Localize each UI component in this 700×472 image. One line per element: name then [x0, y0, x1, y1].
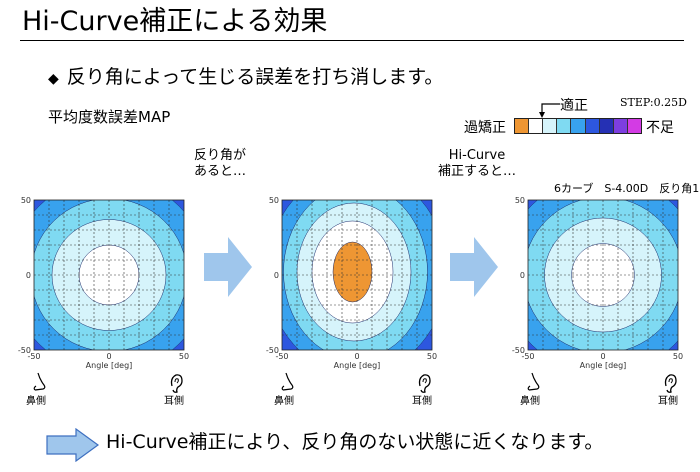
- legend-swatch: [599, 119, 614, 133]
- x-tick-label: -50: [27, 352, 40, 361]
- y-tick-label: 0: [274, 271, 279, 280]
- caption-tilt: 反り角が あると…: [194, 148, 246, 180]
- legend-pointer-icon: [539, 103, 560, 118]
- legend-swatch: [613, 119, 628, 133]
- x-tick-label: 50: [179, 352, 189, 361]
- diamond-bullet-icon: ◆: [48, 71, 59, 87]
- ear-side-label: 耳側: [164, 396, 184, 407]
- nose-side-label: 鼻側: [26, 396, 46, 407]
- caption-correct-line2: 補正すると…: [438, 164, 517, 179]
- nose-icon: [527, 372, 540, 391]
- nose-side-label: 鼻側: [520, 396, 540, 407]
- y-tick-label: -50: [18, 346, 31, 355]
- plot-frame: [281, 199, 433, 351]
- contour-band-white: [571, 243, 635, 307]
- x-tick-label: 0: [600, 352, 605, 361]
- ear-icon: [170, 374, 183, 393]
- nose-icon: [281, 372, 294, 391]
- title-underline: [20, 40, 684, 41]
- ear-icon: [664, 374, 677, 393]
- lens-spec: 6カーブ S-4.00D 反り角15°: [554, 182, 700, 195]
- legend-swatch: [529, 119, 544, 133]
- y-tick-label: 50: [21, 196, 31, 205]
- plot-grid: [282, 200, 432, 350]
- legend-color-bar: [514, 118, 642, 134]
- x-tick-label: -50: [275, 352, 288, 361]
- y-tick-label: 50: [515, 196, 525, 205]
- caption-tilt-line2: あると…: [194, 164, 247, 179]
- nose-icon: [33, 372, 46, 391]
- legend-step: STEP:0.25D: [620, 96, 687, 109]
- map-corrected: -50-50 0 0 50 50 Angle [deg]: [512, 196, 683, 370]
- legend-over-label: 過矯正: [464, 120, 506, 136]
- legend-fit-label: 適正: [560, 98, 588, 114]
- right-arrow-icon: [204, 237, 252, 297]
- ear-side-label: 耳側: [658, 396, 678, 407]
- y-tick-label: 0: [520, 271, 525, 280]
- bullet-statement: ◆ 反り角によって生じる誤差を打ち消します。: [48, 66, 443, 90]
- legend-swatch: [557, 119, 572, 133]
- nose-side-label: 鼻側: [274, 396, 294, 407]
- x-tick-label: -50: [521, 352, 534, 361]
- plot-frame: [527, 199, 679, 351]
- plot-grid: [34, 200, 184, 350]
- ear-icon: [418, 374, 431, 393]
- legend-swatch: [543, 119, 558, 133]
- map-before: -50-50 0 0 50 50 Angle [deg]: [18, 196, 189, 370]
- map-tilted: -50-50 0 0 50 50 Angle [deg]: [266, 196, 437, 370]
- x-tick-label: 50: [427, 352, 437, 361]
- page-title: Hi-Curve補正による効果: [22, 6, 328, 37]
- plot-frame: [33, 199, 185, 351]
- legend-swatch: [515, 119, 530, 133]
- x-tick-label: 50: [673, 352, 683, 361]
- y-tick-label: -50: [512, 346, 525, 355]
- legend-swatch: [627, 119, 641, 133]
- caption-correct: Hi-Curve 補正すると…: [438, 148, 516, 180]
- legend-swatch: [585, 119, 600, 133]
- caption-tilt-line1: 反り角が: [194, 148, 247, 163]
- legend-under-label: 不足: [646, 120, 674, 136]
- legend-swatch: [571, 119, 586, 133]
- y-tick-label: -50: [266, 346, 279, 355]
- bullet-text: 反り角によって生じる誤差を打ち消します。: [66, 66, 444, 88]
- x-tick-label: 0: [354, 352, 359, 361]
- right-arrow-icon: [450, 237, 498, 297]
- y-tick-label: 50: [269, 196, 279, 205]
- x-axis-label: Angle [deg]: [86, 361, 133, 370]
- x-axis-label: Angle [deg]: [334, 361, 381, 370]
- caption-correct-line1: Hi-Curve: [448, 148, 506, 163]
- conclusion-arrow-icon: [46, 428, 100, 462]
- conclusion-text: Hi-Curve補正により、反り角のない状態に近くなります。: [106, 431, 604, 453]
- contour-band-orange: [332, 241, 373, 303]
- ear-side-label: 耳側: [412, 396, 432, 407]
- plot-grid: [528, 200, 678, 350]
- y-tick-label: 0: [26, 271, 31, 280]
- x-tick-label: 0: [106, 352, 111, 361]
- map-title: 平均度数誤差MAP: [48, 108, 171, 126]
- x-axis-label: Angle [deg]: [580, 361, 627, 370]
